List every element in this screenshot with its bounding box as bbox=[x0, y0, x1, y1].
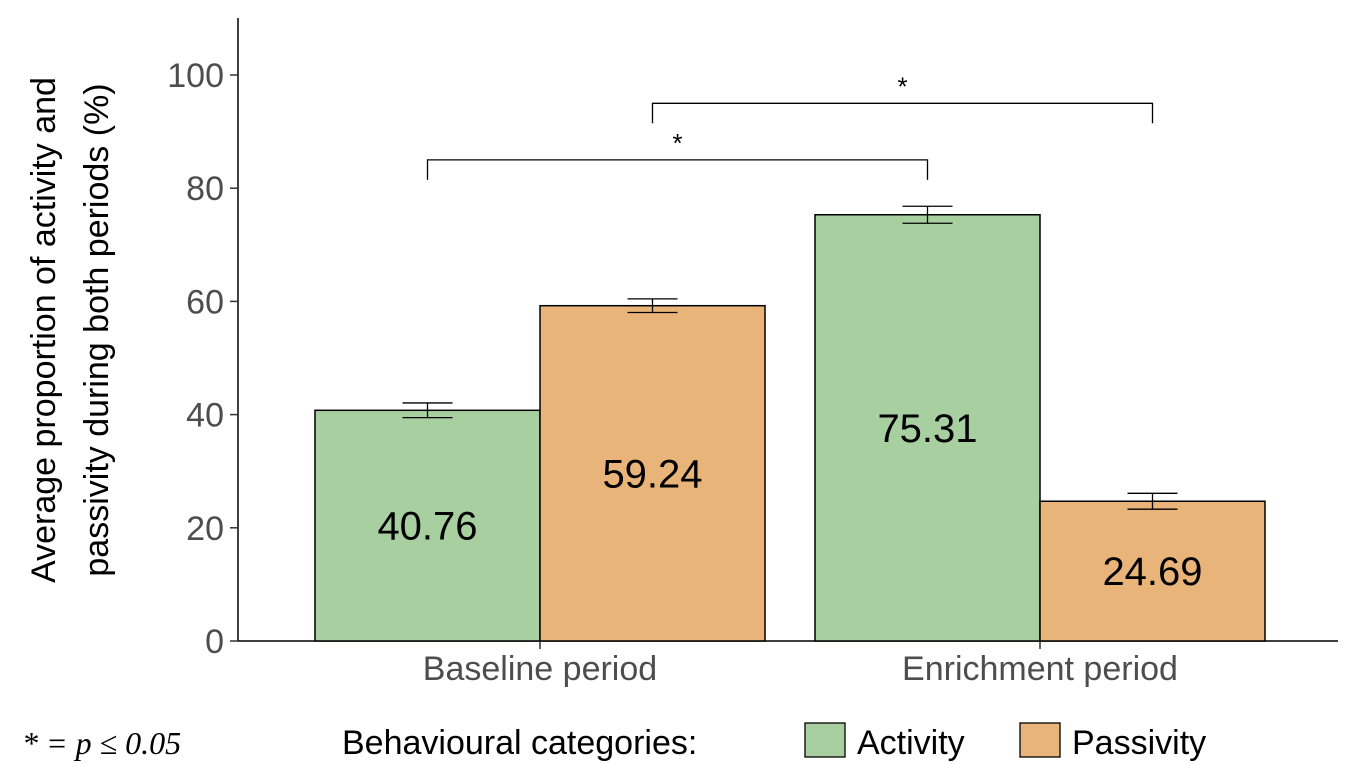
data-label: 40.76 bbox=[377, 505, 477, 549]
y-tick-label: 100 bbox=[167, 57, 224, 95]
plot-area: 0 20 40 60 80 100 40.76 75.31 59.24 24.69 Baseline… bbox=[167, 18, 1338, 688]
x-tick-label: Baseline period bbox=[423, 650, 657, 688]
y-axis-label: Average proportion of activity and passi… bbox=[25, 77, 116, 583]
legend: Behavioural categories: Activity Passivit… bbox=[342, 722, 1206, 762]
legend-key-activity bbox=[804, 722, 846, 758]
y-tick-label: 60 bbox=[186, 283, 224, 321]
bar-passivity bbox=[539, 304, 766, 642]
y-tick-label: 0 bbox=[205, 623, 224, 661]
bar-passivity bbox=[1039, 500, 1266, 642]
data-label: 59.24 bbox=[602, 452, 702, 496]
data-label: 24.69 bbox=[1102, 550, 1202, 594]
significance-marker: * bbox=[672, 128, 682, 158]
x-tick-label: Enrichment period bbox=[902, 650, 1178, 688]
significance-bracket bbox=[426, 159, 929, 180]
legend-label-activity: Activity bbox=[857, 724, 965, 762]
legend-label-passivity: Passivity bbox=[1072, 724, 1206, 762]
y-axis-label-line-2: passivity during both periods (%) bbox=[78, 83, 116, 576]
legend-key-passivity bbox=[1019, 722, 1061, 758]
y-tick-label: 20 bbox=[186, 510, 224, 548]
significance-marker: * bbox=[897, 71, 907, 101]
significance-bracket bbox=[651, 102, 1154, 124]
legend-title: Behavioural categories: bbox=[342, 724, 697, 762]
significance-footnote: * = p ≤ 0.05 bbox=[22, 725, 181, 761]
bar-activity bbox=[314, 409, 541, 642]
y-axis-label-line-1: Average proportion of activity and bbox=[25, 77, 63, 583]
data-label: 75.31 bbox=[877, 407, 977, 451]
y-tick-label: 80 bbox=[186, 170, 224, 208]
y-tick-label: 40 bbox=[186, 397, 224, 435]
bar-activity bbox=[814, 213, 1041, 642]
